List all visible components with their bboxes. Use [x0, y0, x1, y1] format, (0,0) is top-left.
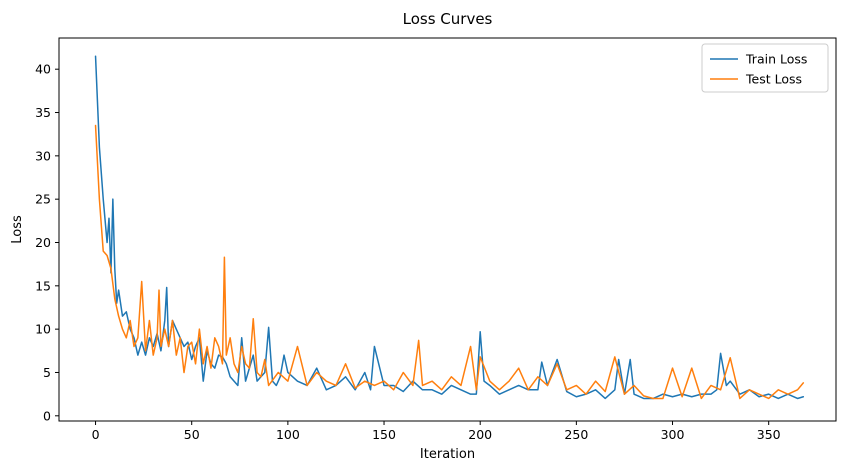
- y-tick-label: 25: [35, 192, 51, 207]
- legend: Train Loss Test Loss: [701, 43, 829, 93]
- y-tick-label: 15: [35, 278, 51, 293]
- x-axis: 0 50 100 150 200 250 300 350: [92, 421, 781, 442]
- y-tick-label: 5: [43, 365, 51, 380]
- y-tick-label: 35: [35, 105, 51, 120]
- legend-label: Train Loss: [745, 52, 807, 67]
- chart-title: Loss Curves: [403, 10, 493, 28]
- x-axis-label: Iteration: [420, 447, 475, 462]
- x-tick-label: 350: [757, 427, 781, 442]
- x-tick-label: 250: [564, 427, 588, 442]
- series-line-test-loss: [94, 124, 805, 400]
- x-tick-label: 150: [372, 427, 396, 442]
- legend-label: Test Loss: [745, 72, 802, 87]
- series-line-train-loss: [94, 55, 805, 400]
- y-tick-label: 30: [35, 148, 51, 163]
- x-tick-label: 200: [468, 427, 492, 442]
- x-tick-label: 50: [184, 427, 200, 442]
- lines-layer: [94, 55, 805, 400]
- y-axis-label: Loss: [10, 215, 25, 244]
- y-tick-label: 0: [43, 408, 51, 423]
- x-tick-label: 100: [276, 427, 300, 442]
- y-tick-label: 40: [35, 62, 51, 77]
- y-tick-label: 10: [35, 322, 51, 337]
- y-tick-label: 20: [35, 235, 51, 250]
- plot-frame: [58, 37, 837, 422]
- y-axis: 0 5 10 15 20 25 30 35 40: [35, 62, 59, 423]
- x-tick-label: 0: [92, 427, 100, 442]
- x-tick-label: 300: [661, 427, 685, 442]
- legend-box: [701, 43, 829, 93]
